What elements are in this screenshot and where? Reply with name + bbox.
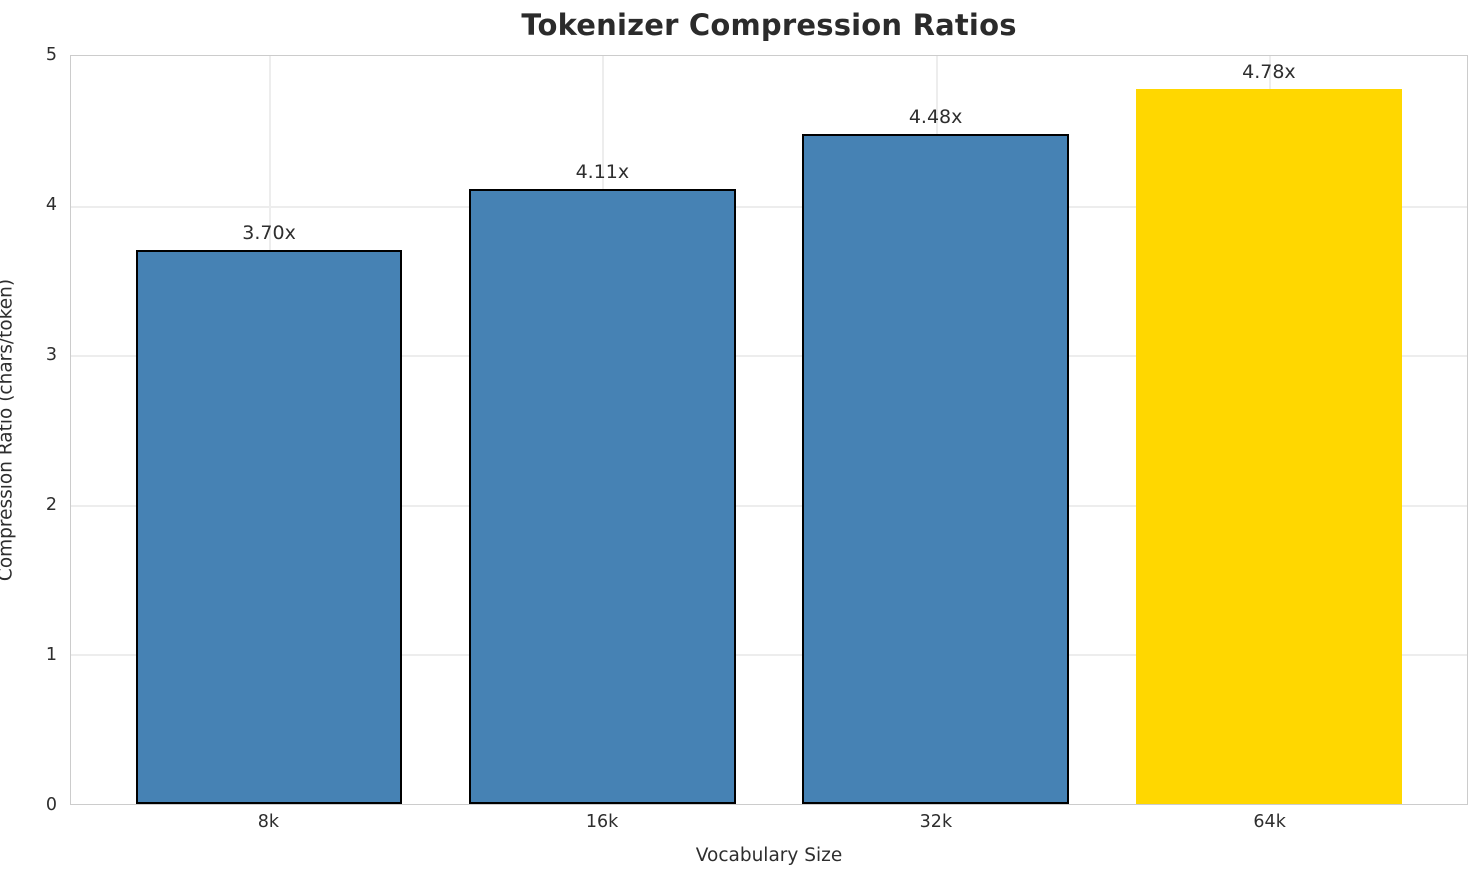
y-tick-label: 0	[45, 795, 57, 815]
h-gridline	[71, 355, 1467, 358]
bar-value-label: 4.48x	[908, 105, 963, 128]
x-tick-label: 16k	[585, 812, 619, 832]
y-tick-label: 5	[45, 45, 57, 65]
h-gridline	[71, 504, 1467, 507]
y-axis-label: Compression Ratio (chars/token)	[0, 128, 17, 581]
bar-64k	[1135, 88, 1403, 804]
h-gridline	[71, 654, 1467, 657]
bar-16k	[469, 189, 736, 804]
plot-area: 3.70x 4.11x 4.48x 4.78x	[70, 55, 1468, 805]
h-gridline	[71, 205, 1467, 208]
bar-value-label: 4.78x	[1242, 60, 1296, 83]
x-axis-label: Vocabulary Size	[695, 845, 843, 866]
x-tick-label: 8k	[257, 812, 279, 832]
y-tick-label: 2	[45, 495, 57, 515]
bar-32k	[802, 133, 1069, 804]
y-axis-label-text: Compression Ratio (chars/token)	[0, 278, 17, 582]
y-tick-label: 4	[45, 195, 57, 215]
x-tick-label: 32k	[919, 812, 953, 832]
chart-title: Tokenizer Compression Ratios	[521, 8, 1017, 42]
x-tick-label: 64k	[1253, 812, 1286, 832]
y-tick-label: 3	[45, 345, 57, 365]
bar-8k	[135, 250, 403, 804]
bar-value-label: 3.70x	[242, 222, 296, 245]
y-tick-label: 1	[45, 645, 57, 665]
bar-value-label: 4.11x	[575, 161, 630, 184]
